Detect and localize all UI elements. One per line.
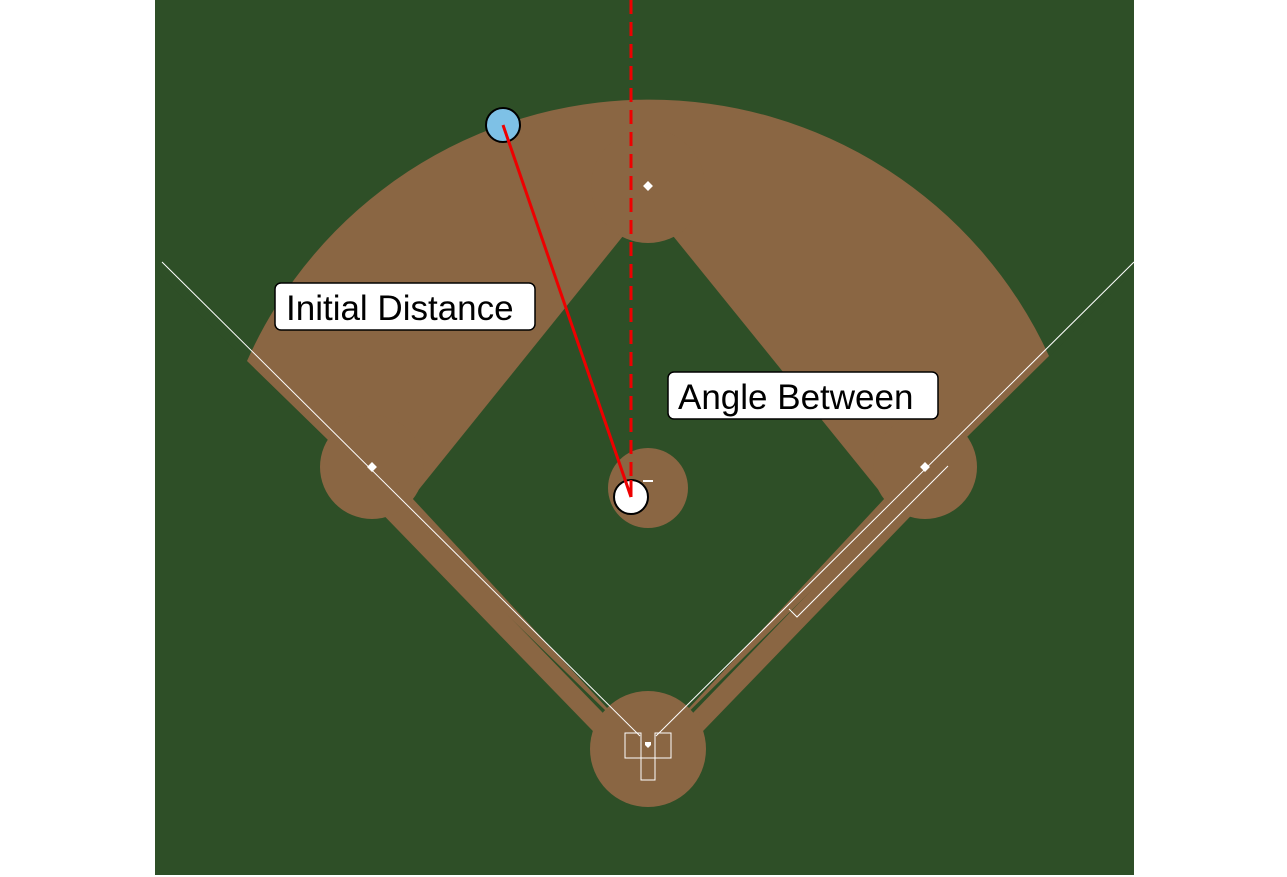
angle-between-label: Angle Between	[667, 371, 939, 420]
initial-distance-label-box	[274, 282, 536, 331]
third-base-path	[363, 480, 634, 759]
initial-distance-line	[501, 124, 633, 498]
angle-between-label-box	[667, 371, 939, 420]
angle-between-label-text: Angle Between	[678, 378, 913, 417]
first-base	[920, 462, 930, 472]
pitchers-rubber	[643, 480, 653, 482]
initial-distance-label-text: Initial Distance	[286, 289, 514, 328]
left-foul-grass	[155, 270, 640, 875]
home-plate-circle	[590, 691, 706, 807]
second-base	[643, 181, 653, 191]
catchers-box	[640, 757, 656, 781]
right-foul-grass	[656, 270, 1134, 875]
right-foul-line	[655, 261, 1135, 737]
batters-box-left	[624, 732, 642, 759]
batters-box-right	[654, 732, 672, 759]
initial-distance-label: Initial Distance	[274, 282, 536, 331]
runners-lane	[788, 465, 949, 618]
left-foul-line	[161, 261, 641, 737]
third-base	[367, 462, 377, 472]
home-plate	[645, 742, 651, 748]
